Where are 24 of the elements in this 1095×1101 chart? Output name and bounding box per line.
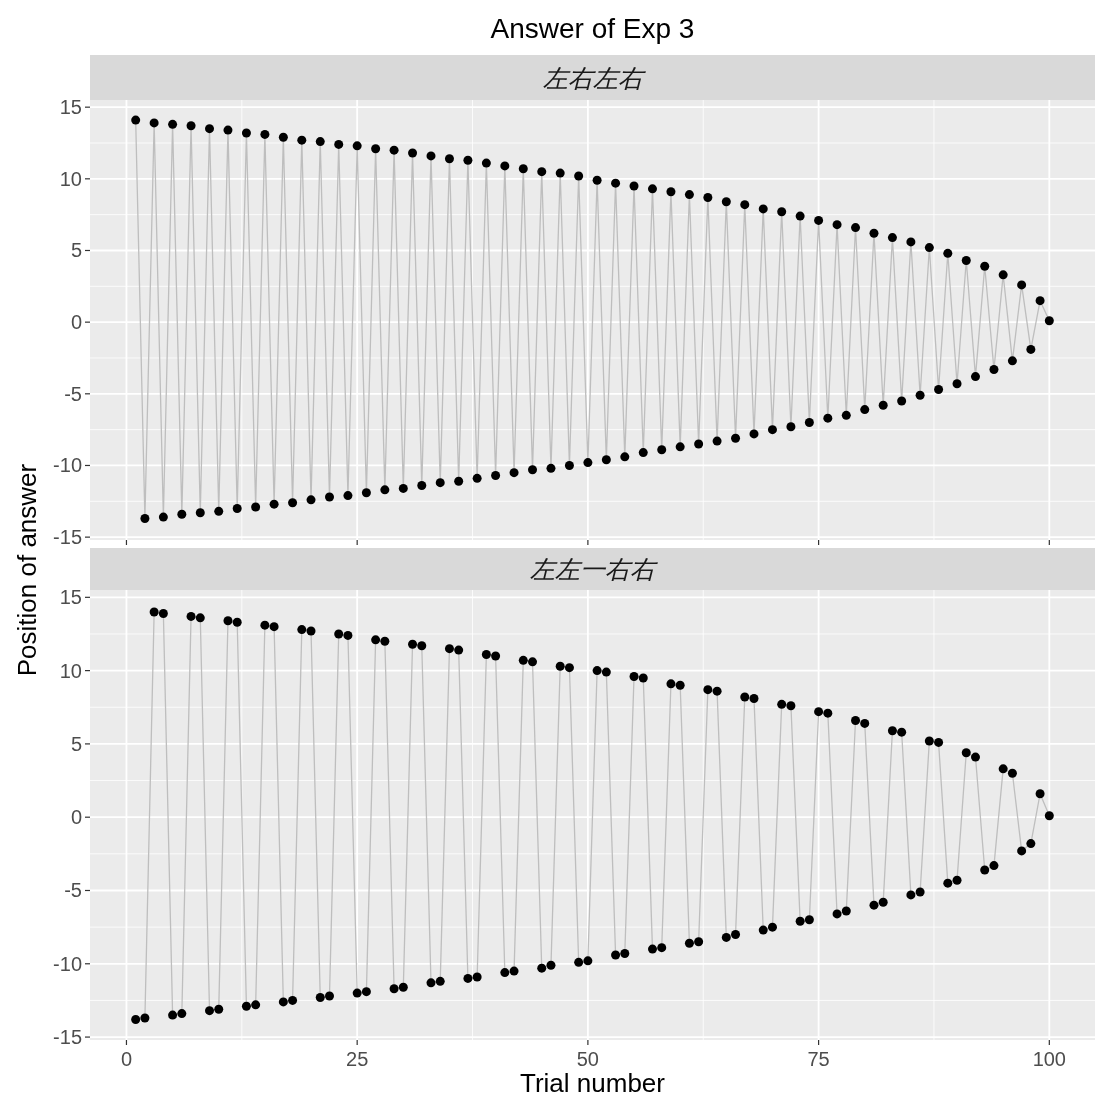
x-axis-title: Trial number	[520, 1068, 666, 1098]
chart-title: 左左一右右	[530, 555, 658, 584]
x-tick-label: 0	[120, 1048, 133, 1070]
x-tick-label: 25	[346, 1048, 369, 1070]
y-tick-label: 10	[59, 659, 82, 682]
y-tick-label: 15	[59, 586, 82, 609]
x-tick-label: 75	[807, 1048, 830, 1070]
chart-subtitle: 左右左右	[542, 63, 646, 93]
y-tick-label: -10	[53, 952, 82, 975]
y-tick-label: 10	[59, 167, 82, 190]
y-tick-label: -15	[53, 1026, 82, 1049]
x-tick-label: 100	[1032, 1048, 1067, 1070]
y-tick-label: -5	[64, 879, 82, 902]
y-tick-label: -15	[53, 526, 82, 549]
chart-title: Answer of Exp 3	[490, 13, 695, 44]
y-tick-label: 0	[70, 311, 82, 334]
x-tick-label: 50	[576, 1048, 600, 1070]
y-axis-title: Position of answer	[12, 463, 42, 677]
y-tick-label: 5	[70, 239, 82, 262]
y-tick-label: 5	[70, 732, 82, 755]
y-tick-label: -5	[64, 382, 82, 405]
y-tick-label: 0	[70, 806, 82, 829]
y-tick-label: 15	[59, 96, 82, 119]
y-tick-label: -10	[53, 454, 82, 477]
